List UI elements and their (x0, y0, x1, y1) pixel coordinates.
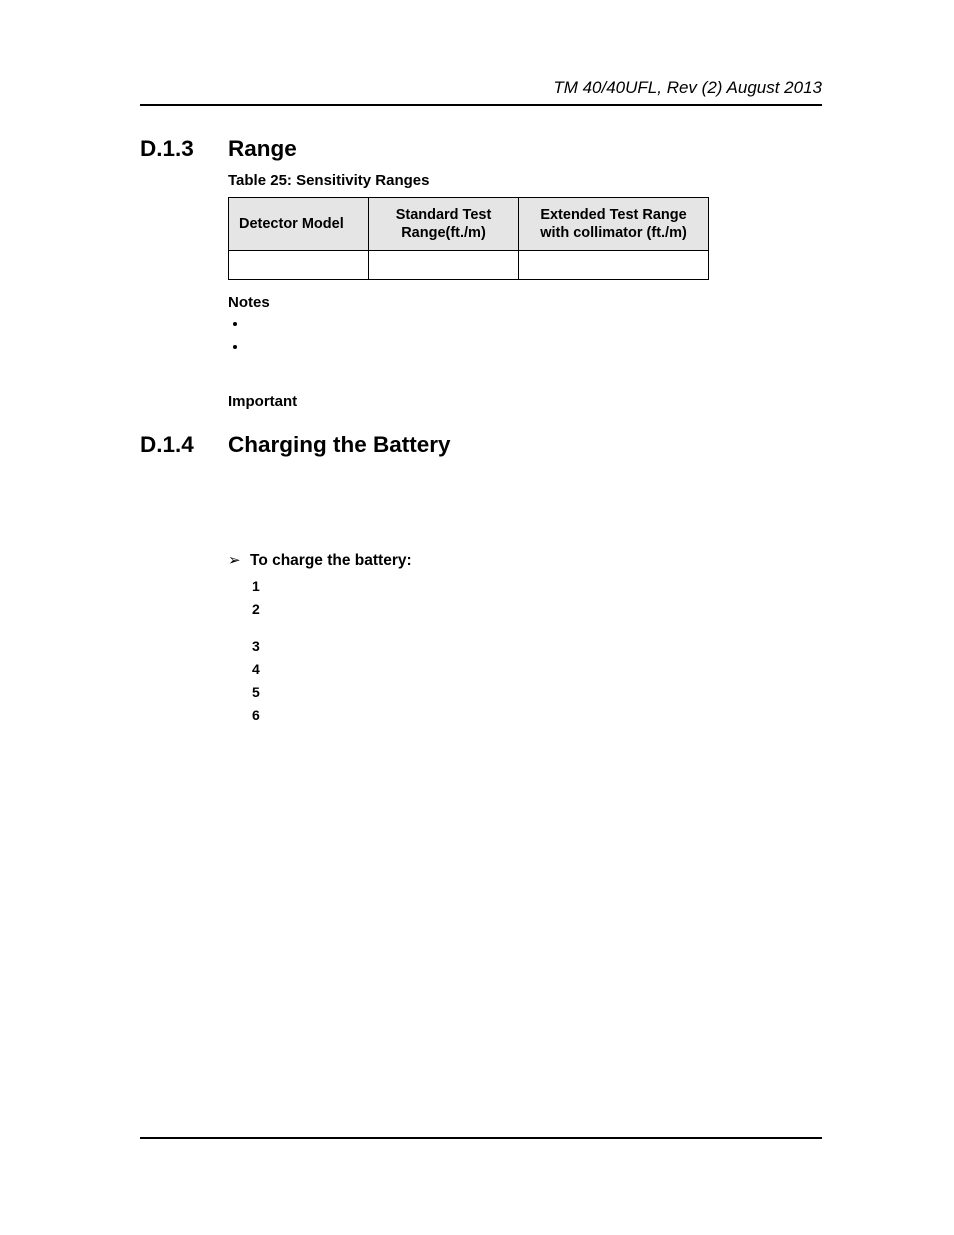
list-item (252, 599, 822, 622)
running-header: TM 40/40UFL, Rev (2) August 2013 (140, 78, 822, 98)
table-caption: Table 25: Sensitivity Ranges (228, 172, 822, 189)
page: TM 40/40UFL, Rev (2) August 2013 D.1.3 R… (0, 0, 954, 1235)
section-number: D.1.4 (140, 432, 228, 458)
procedure-heading-row: ➢ To charge the battery: (228, 552, 822, 570)
list-item (252, 705, 822, 728)
important-heading: Important (228, 393, 822, 410)
header-rule (140, 104, 822, 106)
table-row (229, 251, 709, 280)
procedure-steps (252, 576, 822, 728)
range-body: Table 25: Sensitivity Ranges Detector Mo… (228, 172, 822, 410)
list-item (248, 313, 822, 334)
cell-model (229, 251, 369, 280)
cell-extended (519, 251, 709, 280)
footer-rule (140, 1137, 822, 1139)
procedure-heading: To charge the battery: (250, 552, 412, 570)
arrow-icon: ➢ (228, 553, 250, 568)
sensitivity-table: Detector Model Standard Test Range(ft./m… (228, 197, 709, 280)
col-extended-range: Extended Test Range with collimator (ft.… (519, 198, 709, 251)
list-item (252, 682, 822, 705)
list-item (252, 636, 822, 659)
section-title: Range (228, 136, 297, 162)
notes-heading: Notes (228, 294, 822, 311)
cell-standard (369, 251, 519, 280)
list-item (252, 659, 822, 682)
section-charging-heading: D.1.4 Charging the Battery (140, 432, 822, 458)
section-title: Charging the Battery (228, 432, 451, 458)
charging-body: ➢ To charge the battery: (228, 552, 822, 728)
col-detector-model: Detector Model (229, 198, 369, 251)
list-item (248, 336, 822, 357)
notes-list (248, 313, 822, 357)
list-item (252, 576, 822, 599)
section-number: D.1.3 (140, 136, 228, 162)
section-range-heading: D.1.3 Range (140, 136, 822, 162)
col-standard-range: Standard Test Range(ft./m) (369, 198, 519, 251)
table-header-row: Detector Model Standard Test Range(ft./m… (229, 198, 709, 251)
